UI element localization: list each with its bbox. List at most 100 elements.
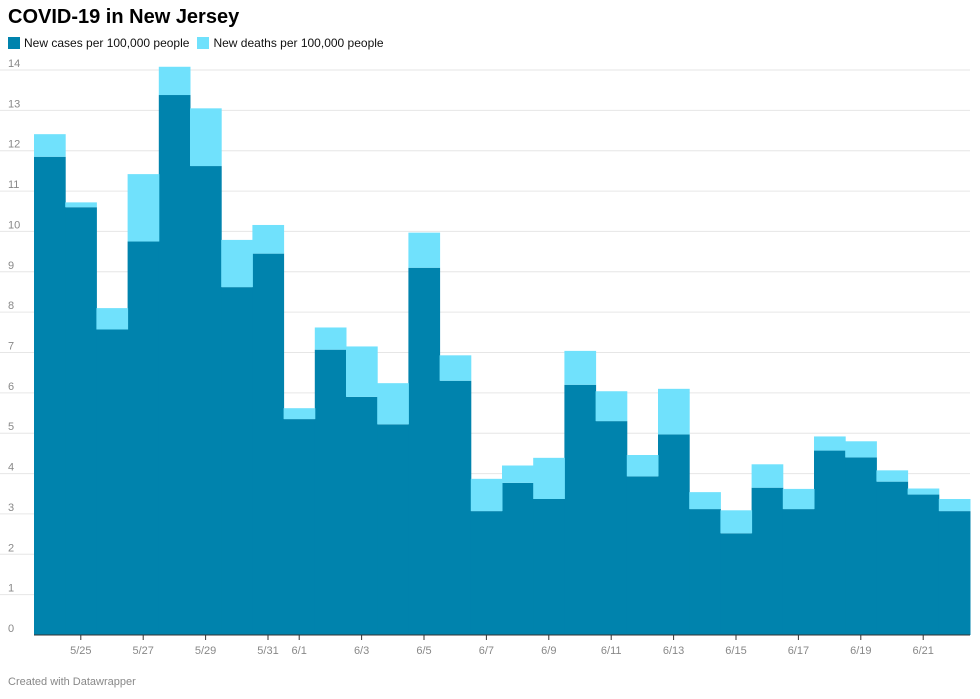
bar-deaths-5-28 bbox=[158, 66, 191, 96]
bar-cases-6-18 bbox=[814, 450, 846, 635]
bar-cases-6-19 bbox=[845, 457, 877, 635]
bar-cases-6-20 bbox=[876, 481, 909, 635]
bar-deaths-6-10 bbox=[564, 350, 597, 385]
bar-deaths-6-18 bbox=[814, 436, 846, 451]
legend-item-cases: New cases per 100,000 people bbox=[8, 36, 189, 50]
x-tick-label-6-7: 6/7 bbox=[479, 645, 494, 657]
bar-cases-6-21 bbox=[907, 494, 940, 635]
x-tick-label-6-9: 6/9 bbox=[541, 645, 556, 657]
bar-deaths-5-25 bbox=[65, 202, 97, 208]
bar-cases-6-10 bbox=[564, 384, 597, 635]
x-tick-label-5-29: 5/29 bbox=[195, 645, 216, 657]
legend-item-deaths: New deaths per 100,000 people bbox=[197, 36, 384, 50]
bar-cases-6-7 bbox=[470, 511, 503, 635]
legend-swatch-cases bbox=[8, 37, 20, 49]
legend-label-deaths: New deaths per 100,000 people bbox=[213, 36, 384, 50]
bar-cases-6-13 bbox=[658, 434, 690, 635]
x-tick-label-6-3: 6/3 bbox=[354, 645, 369, 657]
bar-deaths-6-15 bbox=[720, 510, 753, 534]
bar-cases-6-2 bbox=[314, 349, 347, 635]
x-tick-label-6-15: 6/15 bbox=[725, 645, 746, 657]
bar-cases-6-11 bbox=[595, 421, 628, 635]
bar-cases-6-4 bbox=[377, 424, 409, 635]
legend: New cases per 100,000 people New deaths … bbox=[8, 36, 384, 50]
legend-label-cases: New cases per 100,000 people bbox=[24, 36, 190, 50]
y-tick-label-13: 13 bbox=[8, 98, 20, 110]
bar-deaths-6-1 bbox=[283, 408, 316, 420]
x-tick-label-6-11: 6/11 bbox=[601, 645, 622, 657]
bar-deaths-6-19 bbox=[845, 441, 877, 458]
bar-cases-5-30 bbox=[221, 287, 253, 635]
bar-cases-5-28 bbox=[158, 95, 191, 636]
y-tick-label-2: 2 bbox=[8, 542, 14, 554]
bar-deaths-6-20 bbox=[876, 470, 909, 482]
bar-deaths-6-9 bbox=[533, 457, 565, 499]
y-tick-label-1: 1 bbox=[8, 583, 14, 595]
bar-cases-6-5 bbox=[408, 267, 441, 635]
bar-deaths-5-26 bbox=[96, 308, 129, 330]
y-tick-label-0: 0 bbox=[8, 623, 14, 635]
x-tick-label-6-19: 6/19 bbox=[850, 645, 871, 657]
bar-cases-6-15 bbox=[720, 533, 753, 635]
x-tick-label-5-31: 5/31 bbox=[257, 645, 278, 657]
bar-deaths-6-5 bbox=[408, 232, 441, 268]
y-tick-label-6: 6 bbox=[8, 381, 14, 393]
bar-cases-5-26 bbox=[96, 329, 129, 635]
bar-deaths-6-13 bbox=[658, 388, 690, 435]
bar-cases-6-12 bbox=[626, 476, 659, 635]
bar-deaths-6-4 bbox=[377, 383, 409, 425]
bar-cases-6-8 bbox=[502, 482, 534, 635]
bar-cases-5-24 bbox=[34, 156, 66, 635]
bar-deaths-5-27 bbox=[127, 174, 160, 242]
bar-cases-6-6 bbox=[439, 380, 472, 635]
y-tick-label-10: 10 bbox=[8, 219, 20, 231]
bar-cases-5-31 bbox=[252, 253, 285, 635]
bar-deaths-6-21 bbox=[907, 488, 940, 495]
chart-title: COVID-19 in New Jersey bbox=[8, 6, 240, 28]
x-tick-label-6-21: 6/21 bbox=[912, 645, 933, 657]
bar-cases-6-9 bbox=[533, 498, 565, 635]
bar-deaths-6-16 bbox=[751, 464, 784, 488]
bar-cases-6-16 bbox=[751, 487, 784, 635]
y-tick-label-4: 4 bbox=[8, 462, 14, 474]
bar-deaths-6-17 bbox=[782, 488, 815, 510]
bar-deaths-6-7 bbox=[470, 478, 503, 512]
x-tick-label-5-27: 5/27 bbox=[132, 645, 153, 657]
bar-deaths-6-6 bbox=[439, 355, 472, 381]
credit-text: Created with Datawrapper bbox=[8, 676, 136, 688]
bar-deaths-6-22 bbox=[938, 498, 971, 512]
bar-deaths-6-2 bbox=[314, 327, 347, 350]
x-tick-label-6-5: 6/5 bbox=[416, 645, 431, 657]
bar-deaths-5-29 bbox=[190, 108, 222, 167]
y-tick-label-12: 12 bbox=[8, 139, 20, 151]
y-tick-label-3: 3 bbox=[8, 502, 14, 514]
bar-cases-6-17 bbox=[782, 509, 815, 635]
bar-cases-5-29 bbox=[190, 166, 222, 636]
legend-swatch-deaths bbox=[197, 37, 210, 49]
y-tick-label-9: 9 bbox=[8, 260, 14, 272]
bar-cases-6-22 bbox=[938, 511, 971, 635]
bar-deaths-6-14 bbox=[689, 492, 721, 510]
bar-cases-6-1 bbox=[283, 419, 316, 635]
bar-deaths-5-31 bbox=[252, 224, 285, 254]
y-tick-label-11: 11 bbox=[8, 179, 19, 191]
bar-cases-6-3 bbox=[346, 396, 378, 635]
x-tick-label-6-13: 6/13 bbox=[663, 645, 684, 657]
bar-deaths-5-30 bbox=[221, 239, 253, 288]
bar-deaths-6-11 bbox=[595, 391, 628, 422]
x-tick-label-6-17: 6/17 bbox=[788, 645, 809, 657]
x-tick-label-6-1: 6/1 bbox=[292, 645, 307, 657]
x-tick-label-5-25: 5/25 bbox=[70, 645, 91, 657]
y-tick-label-8: 8 bbox=[8, 300, 14, 312]
bar-deaths-6-12 bbox=[626, 455, 659, 477]
bar-cases-5-25 bbox=[65, 207, 97, 635]
bar-deaths-6-8 bbox=[502, 465, 534, 483]
y-tick-label-5: 5 bbox=[8, 421, 14, 433]
bar-deaths-5-24 bbox=[34, 134, 66, 157]
bar-cases-5-27 bbox=[127, 241, 160, 635]
y-tick-label-14: 14 bbox=[8, 58, 20, 70]
y-tick-label-7: 7 bbox=[8, 341, 14, 353]
bar-cases-6-14 bbox=[689, 509, 721, 635]
bar-deaths-6-3 bbox=[346, 346, 378, 397]
